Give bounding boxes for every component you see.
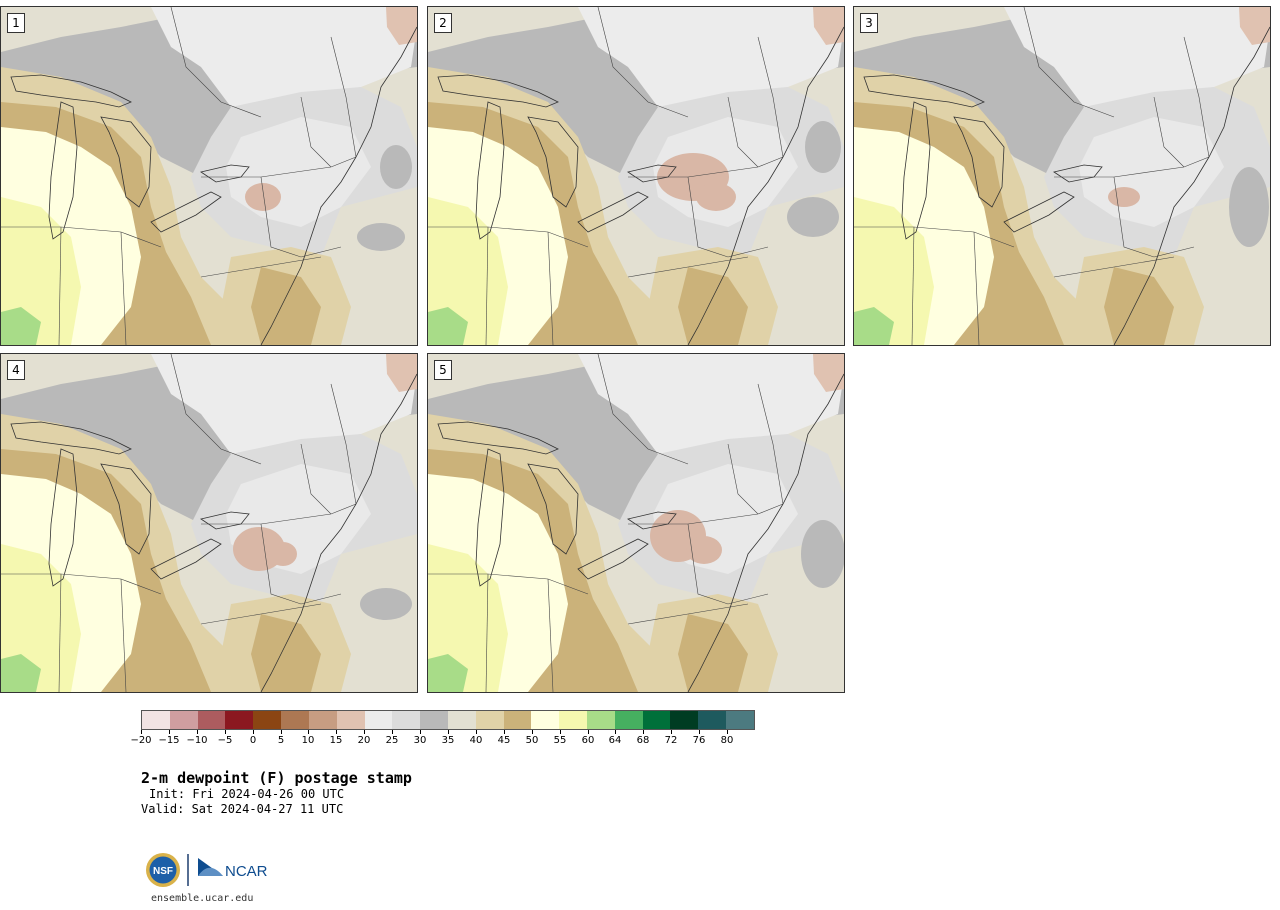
colorbar-tick — [448, 730, 449, 734]
colorbar-tick-label: 40 — [469, 735, 483, 746]
colorbar-tick — [281, 730, 282, 734]
colorbar-swatch — [614, 711, 643, 729]
dewpoint-map — [1, 354, 417, 692]
colorbar-tick — [532, 730, 533, 734]
colorbar-swatch — [225, 711, 254, 729]
colorbar-tick-label: 20 — [357, 735, 371, 746]
colorbar-swatch — [642, 711, 671, 729]
colorbar-tick-label: 0 — [249, 735, 257, 746]
colorbar-tick — [699, 730, 700, 734]
colorbar-tick-label: −20 — [130, 735, 152, 746]
nsf-logo-text: NSF — [153, 866, 173, 877]
colorbar-tick-label: 30 — [413, 735, 427, 746]
colorbar-tick — [392, 730, 393, 734]
colorbar-swatch — [253, 711, 282, 729]
colorbar-tick-label: 25 — [385, 735, 399, 746]
colorbar-swatch — [420, 711, 448, 729]
panel-number: 5 — [434, 360, 452, 380]
panel-number: 2 — [434, 13, 452, 33]
colorbar-tick — [727, 730, 728, 734]
colorbar — [141, 710, 755, 730]
colorbar-tick — [643, 730, 644, 734]
panel-number: 4 — [7, 360, 25, 380]
colorbar-tick-label: 68 — [636, 735, 650, 746]
colorbar-tick-label: 45 — [497, 735, 511, 746]
colorbar-swatch — [169, 711, 198, 729]
colorbar-tick — [560, 730, 561, 734]
colorbar-swatch — [670, 711, 699, 729]
colorbar-swatch — [726, 711, 754, 729]
colorbar-tick-label: −5 — [217, 735, 233, 746]
colorbar-tick — [615, 730, 616, 734]
colorbar-tick-label: 72 — [664, 735, 678, 746]
dewpoint-map — [854, 7, 1270, 345]
colorbar-tick — [169, 730, 170, 734]
colorbar-swatch — [503, 711, 532, 729]
logos: NSF NCAR — [145, 850, 275, 890]
colorbar-tick-label: 80 — [720, 735, 734, 746]
ncar-logo: NCAR — [198, 858, 268, 880]
colorbar-swatch — [392, 711, 421, 729]
ncar-logo-text: NCAR — [225, 863, 268, 880]
colorbar-tick — [308, 730, 309, 734]
colorbar-swatch — [559, 711, 587, 729]
colorbar-swatch — [447, 711, 476, 729]
map-panel-4: 4 — [0, 353, 418, 693]
colorbar-swatch — [531, 711, 560, 729]
colorbar-tick — [504, 730, 505, 734]
colorbar-tick — [588, 730, 589, 734]
colorbar-swatch — [142, 711, 170, 729]
valid-time: Valid: Sat 2024-04-27 11 UTC — [141, 802, 344, 816]
colorbar-tick-label: 64 — [608, 735, 622, 746]
colorbar-tick-label: 10 — [301, 735, 315, 746]
website-url: ensemble.ucar.edu — [151, 893, 254, 904]
colorbar-tick — [197, 730, 198, 734]
colorbar-tick-label: −15 — [158, 735, 180, 746]
colorbar-swatch — [197, 711, 226, 729]
init-time: Init: Fri 2024-04-26 00 UTC — [149, 787, 345, 801]
colorbar-tick-label: 76 — [692, 735, 706, 746]
colorbar-swatch — [308, 711, 337, 729]
colorbar-swatch — [475, 711, 504, 729]
nsf-logo: NSF — [146, 853, 180, 887]
colorbar-ticks: −20 −15 −10 −5 0 5 10 15 20 25 30 35 40 45 50 55 60 64 68 7… — [130, 730, 755, 750]
dewpoint-map — [1, 7, 417, 345]
colorbar-tick — [141, 730, 142, 734]
colorbar-tick-label: 50 — [525, 735, 539, 746]
colorbar-tick — [420, 730, 421, 734]
colorbar-tick — [253, 730, 254, 734]
colorbar-tick — [671, 730, 672, 734]
colorbar-tick — [476, 730, 477, 734]
map-panel-3: 3 — [853, 6, 1271, 346]
dewpoint-map — [428, 354, 844, 692]
colorbar-swatch — [336, 711, 365, 729]
colorbar-tick-label: 15 — [329, 735, 343, 746]
dewpoint-map — [428, 7, 844, 345]
colorbar-tick — [336, 730, 337, 734]
map-panel-1: 1 — [0, 6, 418, 346]
colorbar-swatch — [587, 711, 615, 729]
colorbar-tick-label: −10 — [186, 735, 208, 746]
colorbar-swatch — [364, 711, 393, 729]
colorbar-tick-label: 55 — [553, 735, 567, 746]
colorbar-tick-label: 5 — [277, 735, 285, 746]
colorbar-tick — [364, 730, 365, 734]
colorbar-tick-label: 35 — [441, 735, 455, 746]
colorbar-tick-label: 60 — [581, 735, 595, 746]
map-panel-2: 2 — [427, 6, 845, 346]
colorbar-tick — [225, 730, 226, 734]
colorbar-swatch — [281, 711, 309, 729]
map-panel-5: 5 — [427, 353, 845, 693]
figure-title: 2-m dewpoint (F) postage stamp — [141, 769, 412, 787]
panel-number: 1 — [7, 13, 25, 33]
panel-number: 3 — [860, 13, 878, 33]
colorbar-swatch — [698, 711, 727, 729]
